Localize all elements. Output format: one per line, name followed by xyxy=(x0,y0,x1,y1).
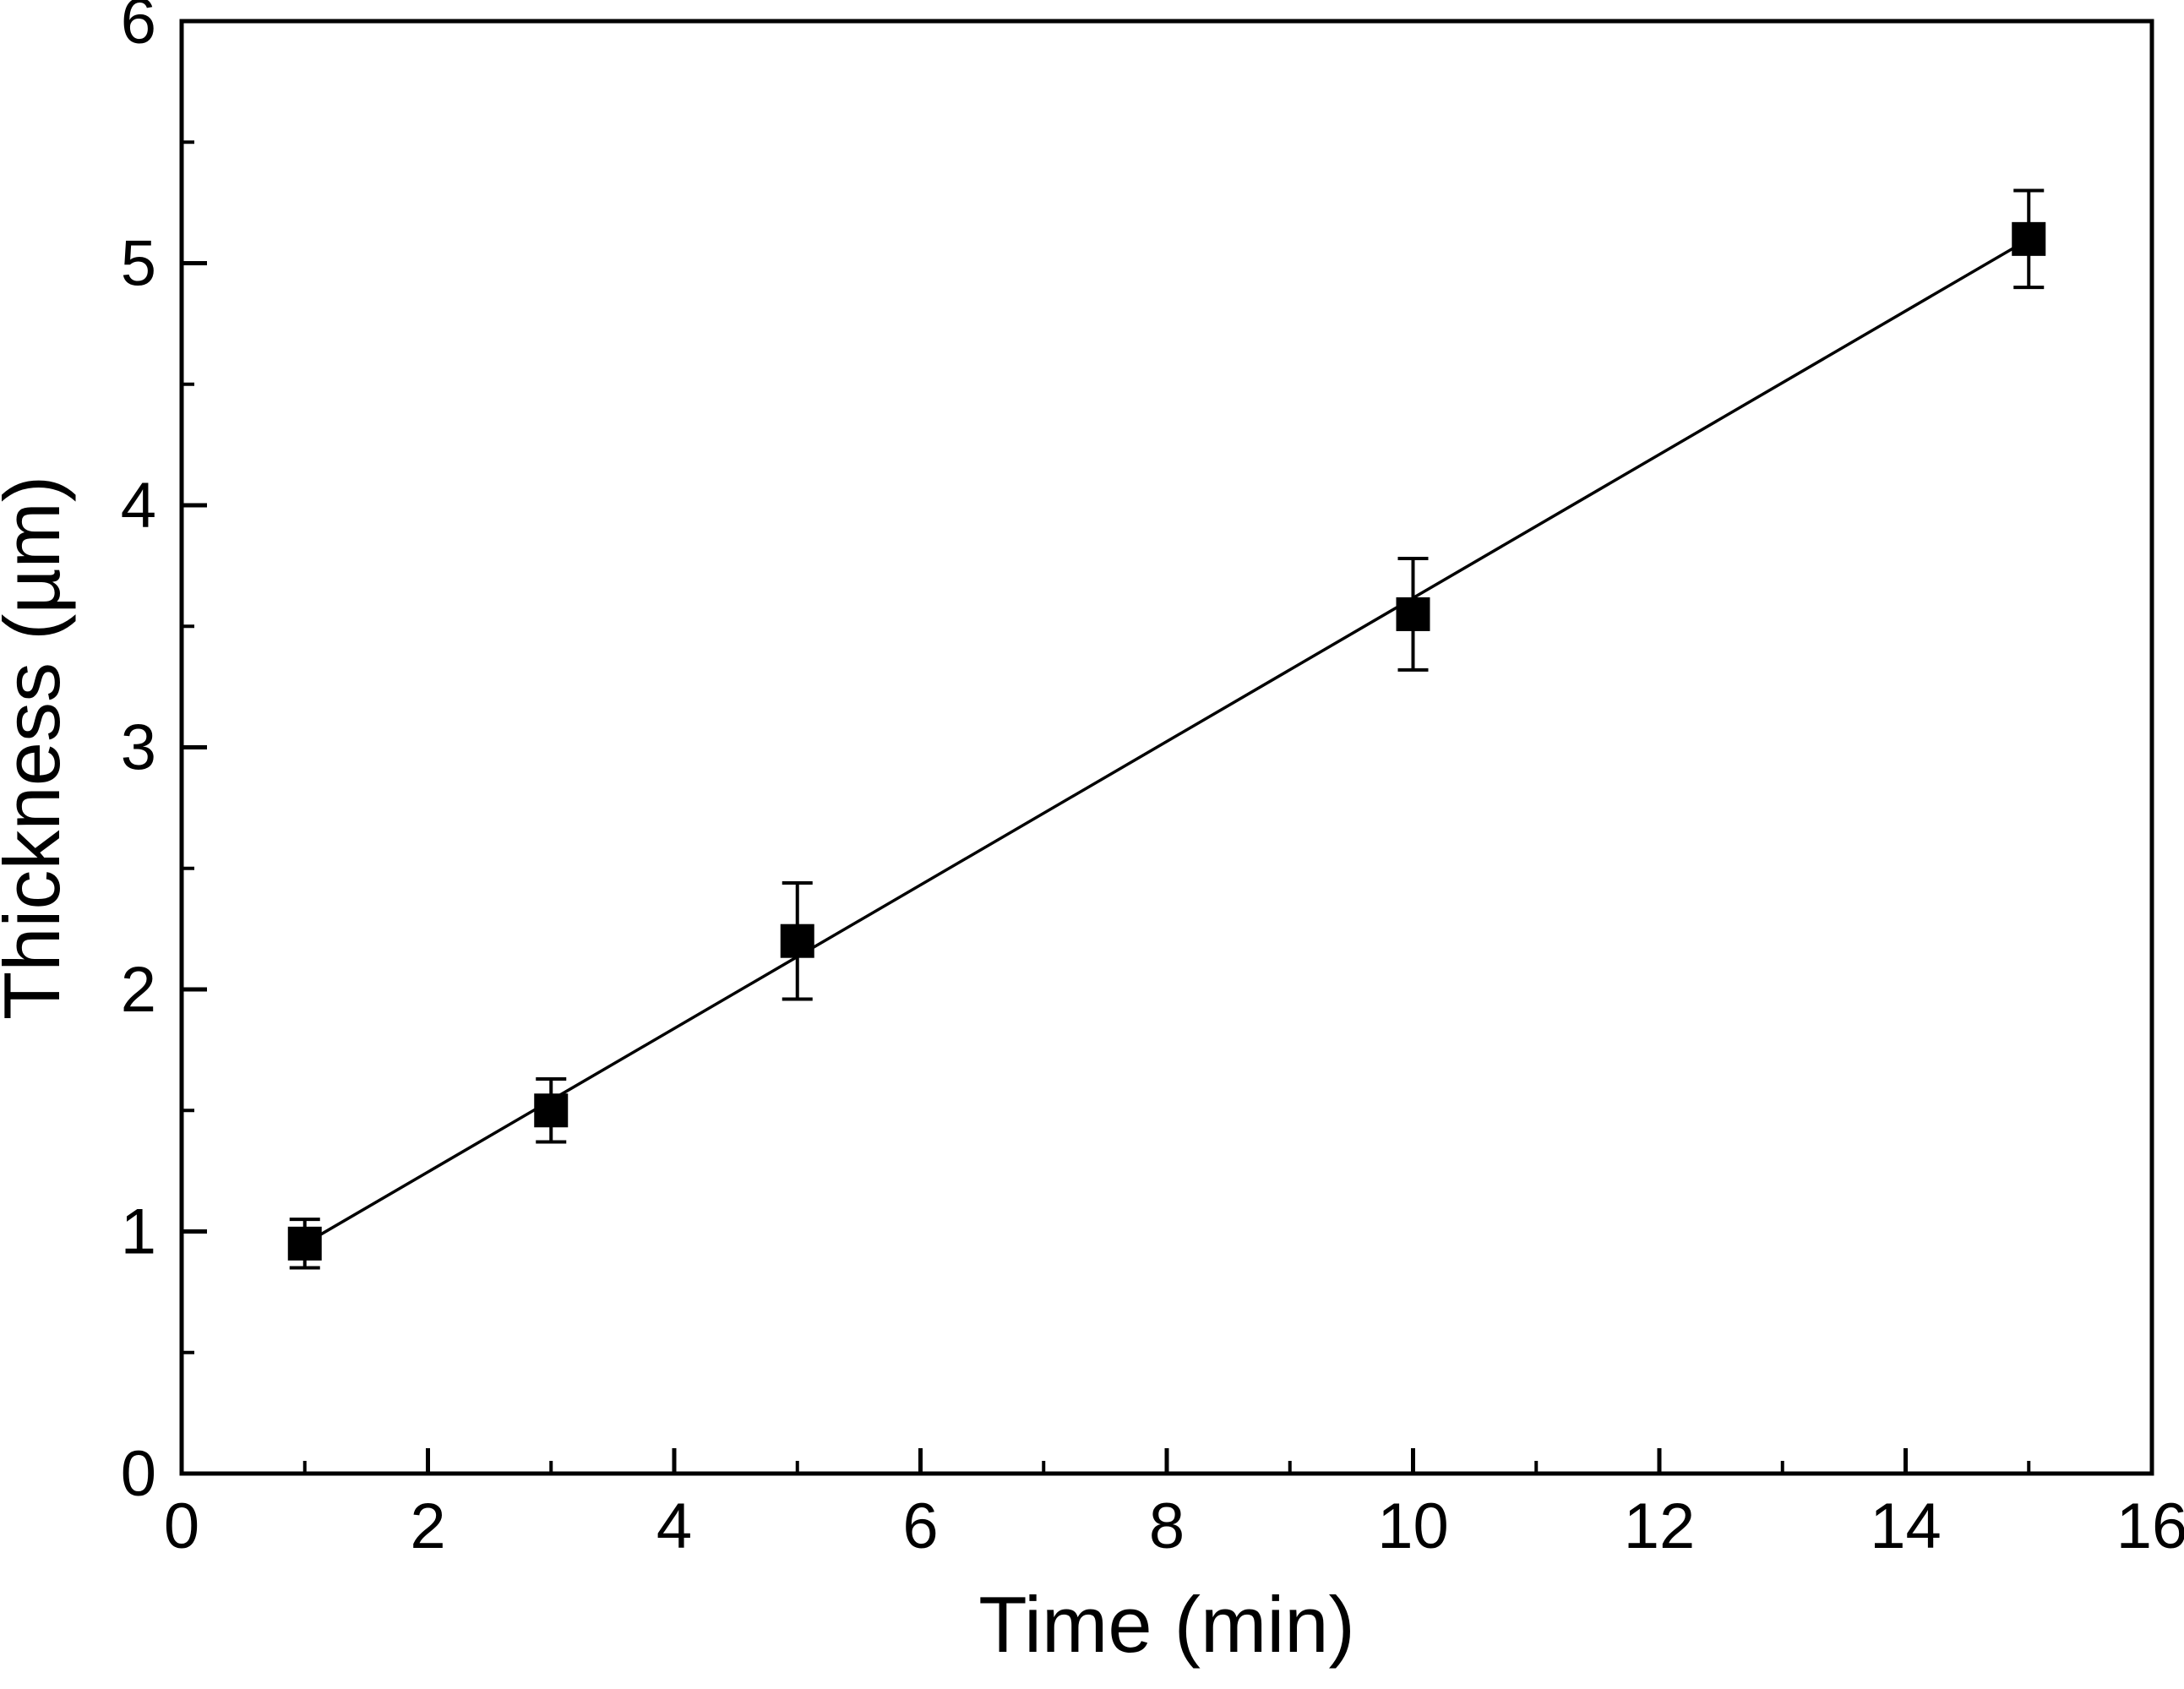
y-tick-label: 4 xyxy=(121,470,156,542)
x-tick-label: 6 xyxy=(902,1490,938,1562)
x-tick-label: 0 xyxy=(164,1490,199,1562)
x-tick-label: 2 xyxy=(410,1490,445,1562)
y-axis-title: Thickness (µm) xyxy=(0,476,76,1020)
y-tick-label: 6 xyxy=(121,0,156,57)
y-tick-label: 1 xyxy=(121,1196,156,1268)
data-point-marker xyxy=(2012,221,2046,256)
y-tick-label: 3 xyxy=(121,712,156,784)
y-tick-label: 0 xyxy=(121,1438,156,1510)
y-tick-label: 2 xyxy=(121,954,156,1026)
y-tick-label: 5 xyxy=(121,228,156,300)
x-axis-title: Time (min) xyxy=(978,1580,1355,1669)
x-tick-label: 16 xyxy=(2116,1490,2184,1562)
x-tick-label: 8 xyxy=(1149,1490,1185,1562)
data-point-marker xyxy=(287,1226,322,1261)
data-point-marker xyxy=(1396,597,1430,631)
plot-frame xyxy=(179,19,2154,1476)
data-point-marker xyxy=(780,924,814,958)
x-tick-label: 14 xyxy=(1870,1490,1942,1562)
x-tick-label: 12 xyxy=(1624,1490,1696,1562)
data-point-marker xyxy=(534,1093,569,1128)
x-tick-label: 10 xyxy=(1377,1490,1449,1562)
fit-line xyxy=(303,237,2030,1245)
x-tick-label: 4 xyxy=(656,1490,692,1562)
